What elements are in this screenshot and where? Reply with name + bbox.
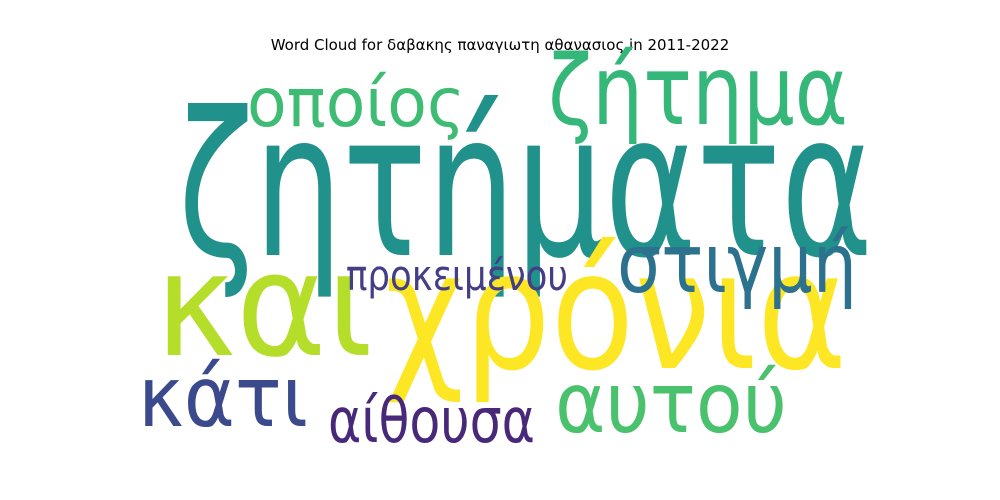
word-7: στιγμή [617,217,857,312]
word-9: αίθουσα [328,384,535,457]
word-1: ζητήματα [178,70,873,303]
word-10: προκειμένου [346,251,568,300]
chart-title: Word Cloud for δαβακης παναγιωτη αθανασι… [270,36,730,54]
word-8: οποίος [247,64,465,143]
word-3: και [155,221,373,389]
word-4: ζήτημα [548,35,848,147]
word-2: χρόνια [385,216,847,407]
word-5: αυτού [555,354,787,452]
word-6: κάτι [138,348,308,446]
